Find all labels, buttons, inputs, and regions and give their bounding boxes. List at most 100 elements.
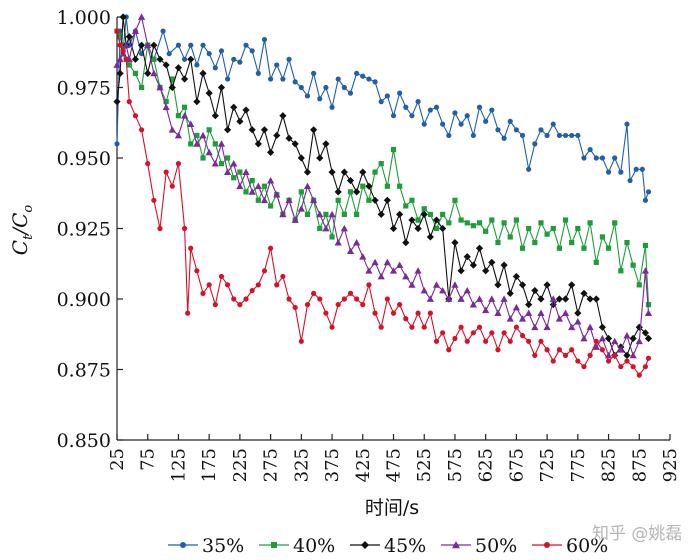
data-point [562, 217, 569, 223]
data-point [316, 154, 324, 162]
data-point [347, 189, 354, 195]
data-point [482, 267, 490, 275]
x-tick-label: 375 [322, 448, 343, 482]
data-point [575, 225, 581, 232]
data-point [390, 113, 397, 119]
series-line [116, 30, 650, 377]
data-point [469, 261, 477, 269]
data-point [624, 358, 630, 364]
data-point [403, 316, 409, 322]
data-point [188, 141, 194, 147]
data-point [389, 267, 398, 274]
data-point [574, 309, 582, 317]
data-point [549, 295, 557, 302]
data-point [414, 267, 422, 274]
data-point [488, 258, 496, 266]
data-point [641, 267, 650, 274]
data-point [297, 205, 305, 212]
data-point [501, 220, 507, 226]
data-point [463, 286, 471, 294]
x-tick-label: 425 [353, 448, 374, 482]
data-point [225, 155, 231, 161]
data-point [470, 132, 476, 139]
data-point [439, 286, 447, 294]
data-point [180, 75, 189, 83]
y-tick-label: 1.000 [57, 7, 111, 29]
data-point [555, 315, 563, 322]
data-point [145, 161, 151, 167]
data-point [218, 161, 225, 167]
data-point [550, 358, 556, 364]
data-point [427, 107, 433, 113]
data-point [162, 61, 170, 69]
data-point [255, 70, 261, 76]
data-point [420, 210, 428, 218]
data-point [236, 117, 244, 125]
data-point [409, 324, 415, 330]
data-point [372, 310, 378, 316]
data-point [304, 211, 311, 217]
data-point [397, 90, 403, 96]
data-point [532, 352, 538, 358]
data-point [273, 131, 281, 140]
data-point [231, 175, 237, 181]
data-point [494, 281, 502, 289]
data-point [458, 324, 464, 330]
data-point [268, 245, 274, 251]
data-point [117, 34, 123, 40]
data-point [206, 282, 212, 288]
data-point [630, 364, 636, 370]
data-point [593, 259, 599, 265]
data-point [526, 338, 532, 344]
data-point [138, 127, 145, 133]
data-point [372, 79, 378, 85]
data-point [617, 346, 625, 353]
x-tick-label: 225 [230, 448, 251, 482]
data-point [569, 347, 575, 353]
data-point [212, 141, 218, 147]
data-point [403, 203, 409, 209]
data-point [586, 323, 594, 331]
data-point [402, 239, 410, 247]
data-point [268, 203, 274, 209]
data-point [206, 51, 212, 57]
data-point [248, 126, 256, 134]
data-point [360, 73, 366, 79]
data-point [581, 364, 587, 370]
data-point [475, 295, 484, 302]
data-point [397, 302, 403, 308]
data-point [544, 347, 550, 353]
data-point [205, 148, 213, 156]
data-point [113, 98, 121, 106]
data-point [512, 272, 520, 281]
data-point [217, 83, 226, 92]
svg-text:Ct/Co: Ct/Co [8, 205, 36, 256]
data-point [200, 42, 206, 48]
data-point [200, 290, 206, 296]
data-point [206, 127, 212, 133]
data-point [242, 168, 250, 175]
data-point [458, 121, 464, 127]
data-point [470, 223, 476, 229]
data-point [150, 69, 158, 77]
data-point [489, 330, 495, 336]
legend-marker [544, 542, 550, 548]
data-point [286, 56, 292, 62]
data-point [604, 334, 613, 343]
data-point [371, 258, 379, 266]
data-point [414, 224, 422, 233]
data-point [316, 210, 324, 218]
data-point [194, 62, 200, 68]
legend-label: 50% [475, 535, 517, 557]
data-point [260, 196, 269, 204]
data-point [254, 182, 262, 190]
data-point [464, 113, 470, 119]
data-point [341, 211, 347, 217]
y-tick-label: 0.975 [57, 78, 111, 100]
legend-item: 45% [350, 535, 426, 557]
x-tick-label: 775 [568, 448, 589, 482]
y-tick-label: 0.925 [57, 219, 111, 241]
data-point [365, 182, 373, 190]
data-point [354, 70, 360, 76]
data-point [440, 121, 446, 127]
